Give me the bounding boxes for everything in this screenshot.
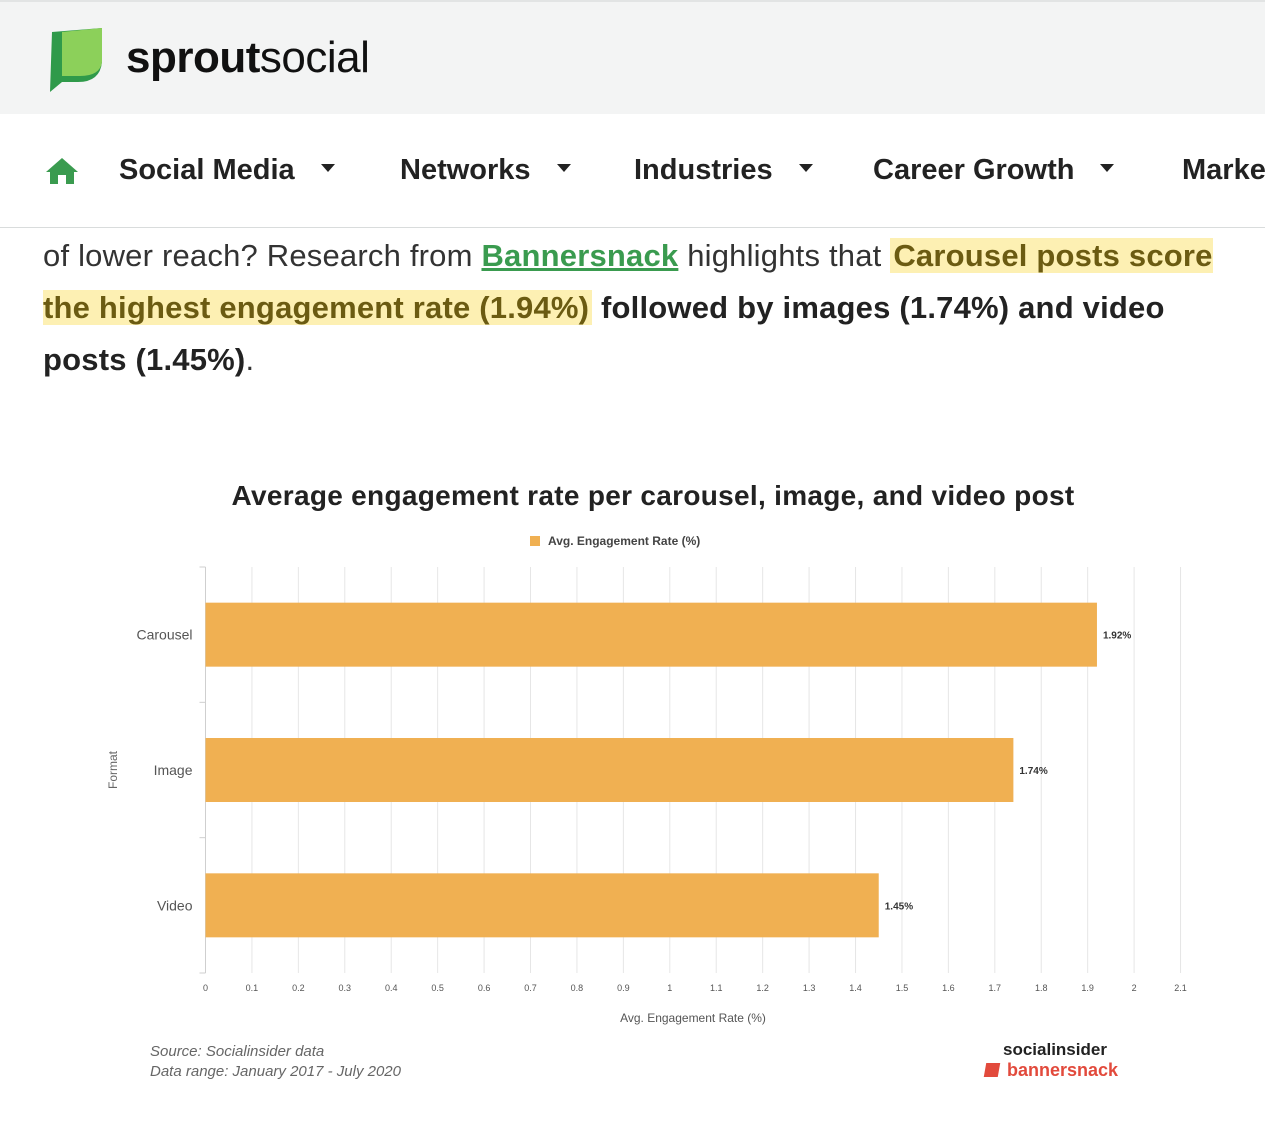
bar xyxy=(205,602,1097,667)
x-tick-label: 1.2 xyxy=(756,983,769,993)
caret-down-icon xyxy=(798,164,813,173)
y-category-label: Carousel xyxy=(136,627,192,643)
socialinsider-logo: socialinsider xyxy=(1003,1040,1107,1059)
x-tick-label: 1.5 xyxy=(896,983,909,993)
bar xyxy=(205,873,879,938)
x-tick-label: 1 xyxy=(667,983,672,993)
legend-label: Avg. Engagement Rate (%) xyxy=(548,534,701,548)
data-label: 1.45% xyxy=(885,901,913,912)
y-category-label: Video xyxy=(157,897,193,913)
data-label: 1.92% xyxy=(1103,631,1131,642)
main-nav: Social Media Networks Industries Career … xyxy=(0,114,1265,228)
nav-item-career-growth[interactable]: Career Growth xyxy=(873,150,1115,190)
nav-item-social-media[interactable]: Social Media xyxy=(119,150,335,190)
y-axis-label: Format xyxy=(106,750,120,789)
x-tick-label: 1.6 xyxy=(942,983,955,993)
caret-down-icon xyxy=(556,164,571,173)
x-tick-label: 1.1 xyxy=(710,983,723,993)
bar xyxy=(205,738,1014,802)
engagement-chart-image: Average engagement rate per carousel, im… xyxy=(0,470,1265,1110)
bannersnack-logo: bannersnack xyxy=(983,1060,1119,1081)
x-tick-label: 0.3 xyxy=(339,983,352,993)
caret-down-icon xyxy=(1100,164,1115,173)
site-header: sproutsocial xyxy=(0,0,1265,114)
sprout-leaf-logo-icon[interactable] xyxy=(48,26,106,94)
bold-text: followed by images (1.74%) and video pos… xyxy=(43,290,1165,377)
data-label: 1.74% xyxy=(1019,766,1047,777)
chart-title: Average engagement rate per carousel, im… xyxy=(231,480,1075,511)
x-tick-label: 0.7 xyxy=(524,983,537,993)
brand-wordmark[interactable]: sproutsocial xyxy=(126,32,370,84)
article-paragraph: of lower reach? Research from Bannersnac… xyxy=(43,230,1243,386)
x-tick-label: 1.3 xyxy=(803,983,816,993)
article-text: highlights that xyxy=(678,238,891,273)
x-tick-label: 0.6 xyxy=(478,983,491,993)
x-axis-label: Avg. Engagement Rate (%) xyxy=(620,1011,766,1025)
nav-item-label: Networks xyxy=(400,154,531,186)
bannersnack-logo-text: bannersnack xyxy=(1007,1060,1119,1080)
nav-item-networks[interactable]: Networks xyxy=(400,150,571,190)
bannersnack-link[interactable]: Bannersnack xyxy=(481,238,679,273)
nav-item-label: Career Growth xyxy=(873,154,1075,186)
home-icon[interactable] xyxy=(44,156,80,186)
x-tick-label: 0.5 xyxy=(431,983,444,993)
nav-item-industries[interactable]: Industries xyxy=(634,150,813,190)
nav-item-marketing[interactable]: Marke xyxy=(1182,150,1265,190)
brand-name-bold: sprout xyxy=(126,33,260,82)
bar-chart: 0 0.1 0.2 0.3 0.4 0.5 0.6 0.7 0.8 0.9 1 1.1 1.2 1.3 1.… xyxy=(106,566,1187,1025)
article-text: . xyxy=(245,342,255,377)
x-tick-label: 0.1 xyxy=(246,983,259,993)
x-tick-label: 0.8 xyxy=(571,983,584,993)
x-tick-label: 1.4 xyxy=(849,983,862,993)
x-tick-label: 1.8 xyxy=(1035,983,1048,993)
nav-item-label: Social Media xyxy=(119,154,295,186)
data-range-line: Data range: January 2017 - July 2020 xyxy=(150,1063,401,1080)
caret-down-icon xyxy=(320,164,335,173)
nav-item-label: Industries xyxy=(634,154,773,186)
brand-name-light: social xyxy=(259,33,370,82)
x-tick-label: 1.9 xyxy=(1081,983,1094,993)
nav-item-label: Marke xyxy=(1182,154,1265,186)
y-category-label: Image xyxy=(154,762,193,778)
chart-legend: Avg. Engagement Rate (%) xyxy=(530,534,700,548)
article-text: of lower reach? Research from xyxy=(43,238,482,273)
x-tick-label: 2 xyxy=(1132,983,1137,993)
x-tick-label: 1.7 xyxy=(989,983,1002,993)
legend-swatch xyxy=(530,536,540,546)
x-tick-label: 2.1 xyxy=(1174,983,1187,993)
x-tick-label: 0.2 xyxy=(292,983,305,993)
chart-source-note: Source: Socialinsider data Data range: J… xyxy=(150,1042,401,1082)
x-tick-label: 0.9 xyxy=(617,983,630,993)
x-tick-label: 0 xyxy=(203,983,208,993)
source-line: Source: Socialinsider data xyxy=(150,1043,325,1060)
x-tick-label: 0.4 xyxy=(385,983,398,993)
bannersnack-mark-icon xyxy=(983,1063,1001,1077)
